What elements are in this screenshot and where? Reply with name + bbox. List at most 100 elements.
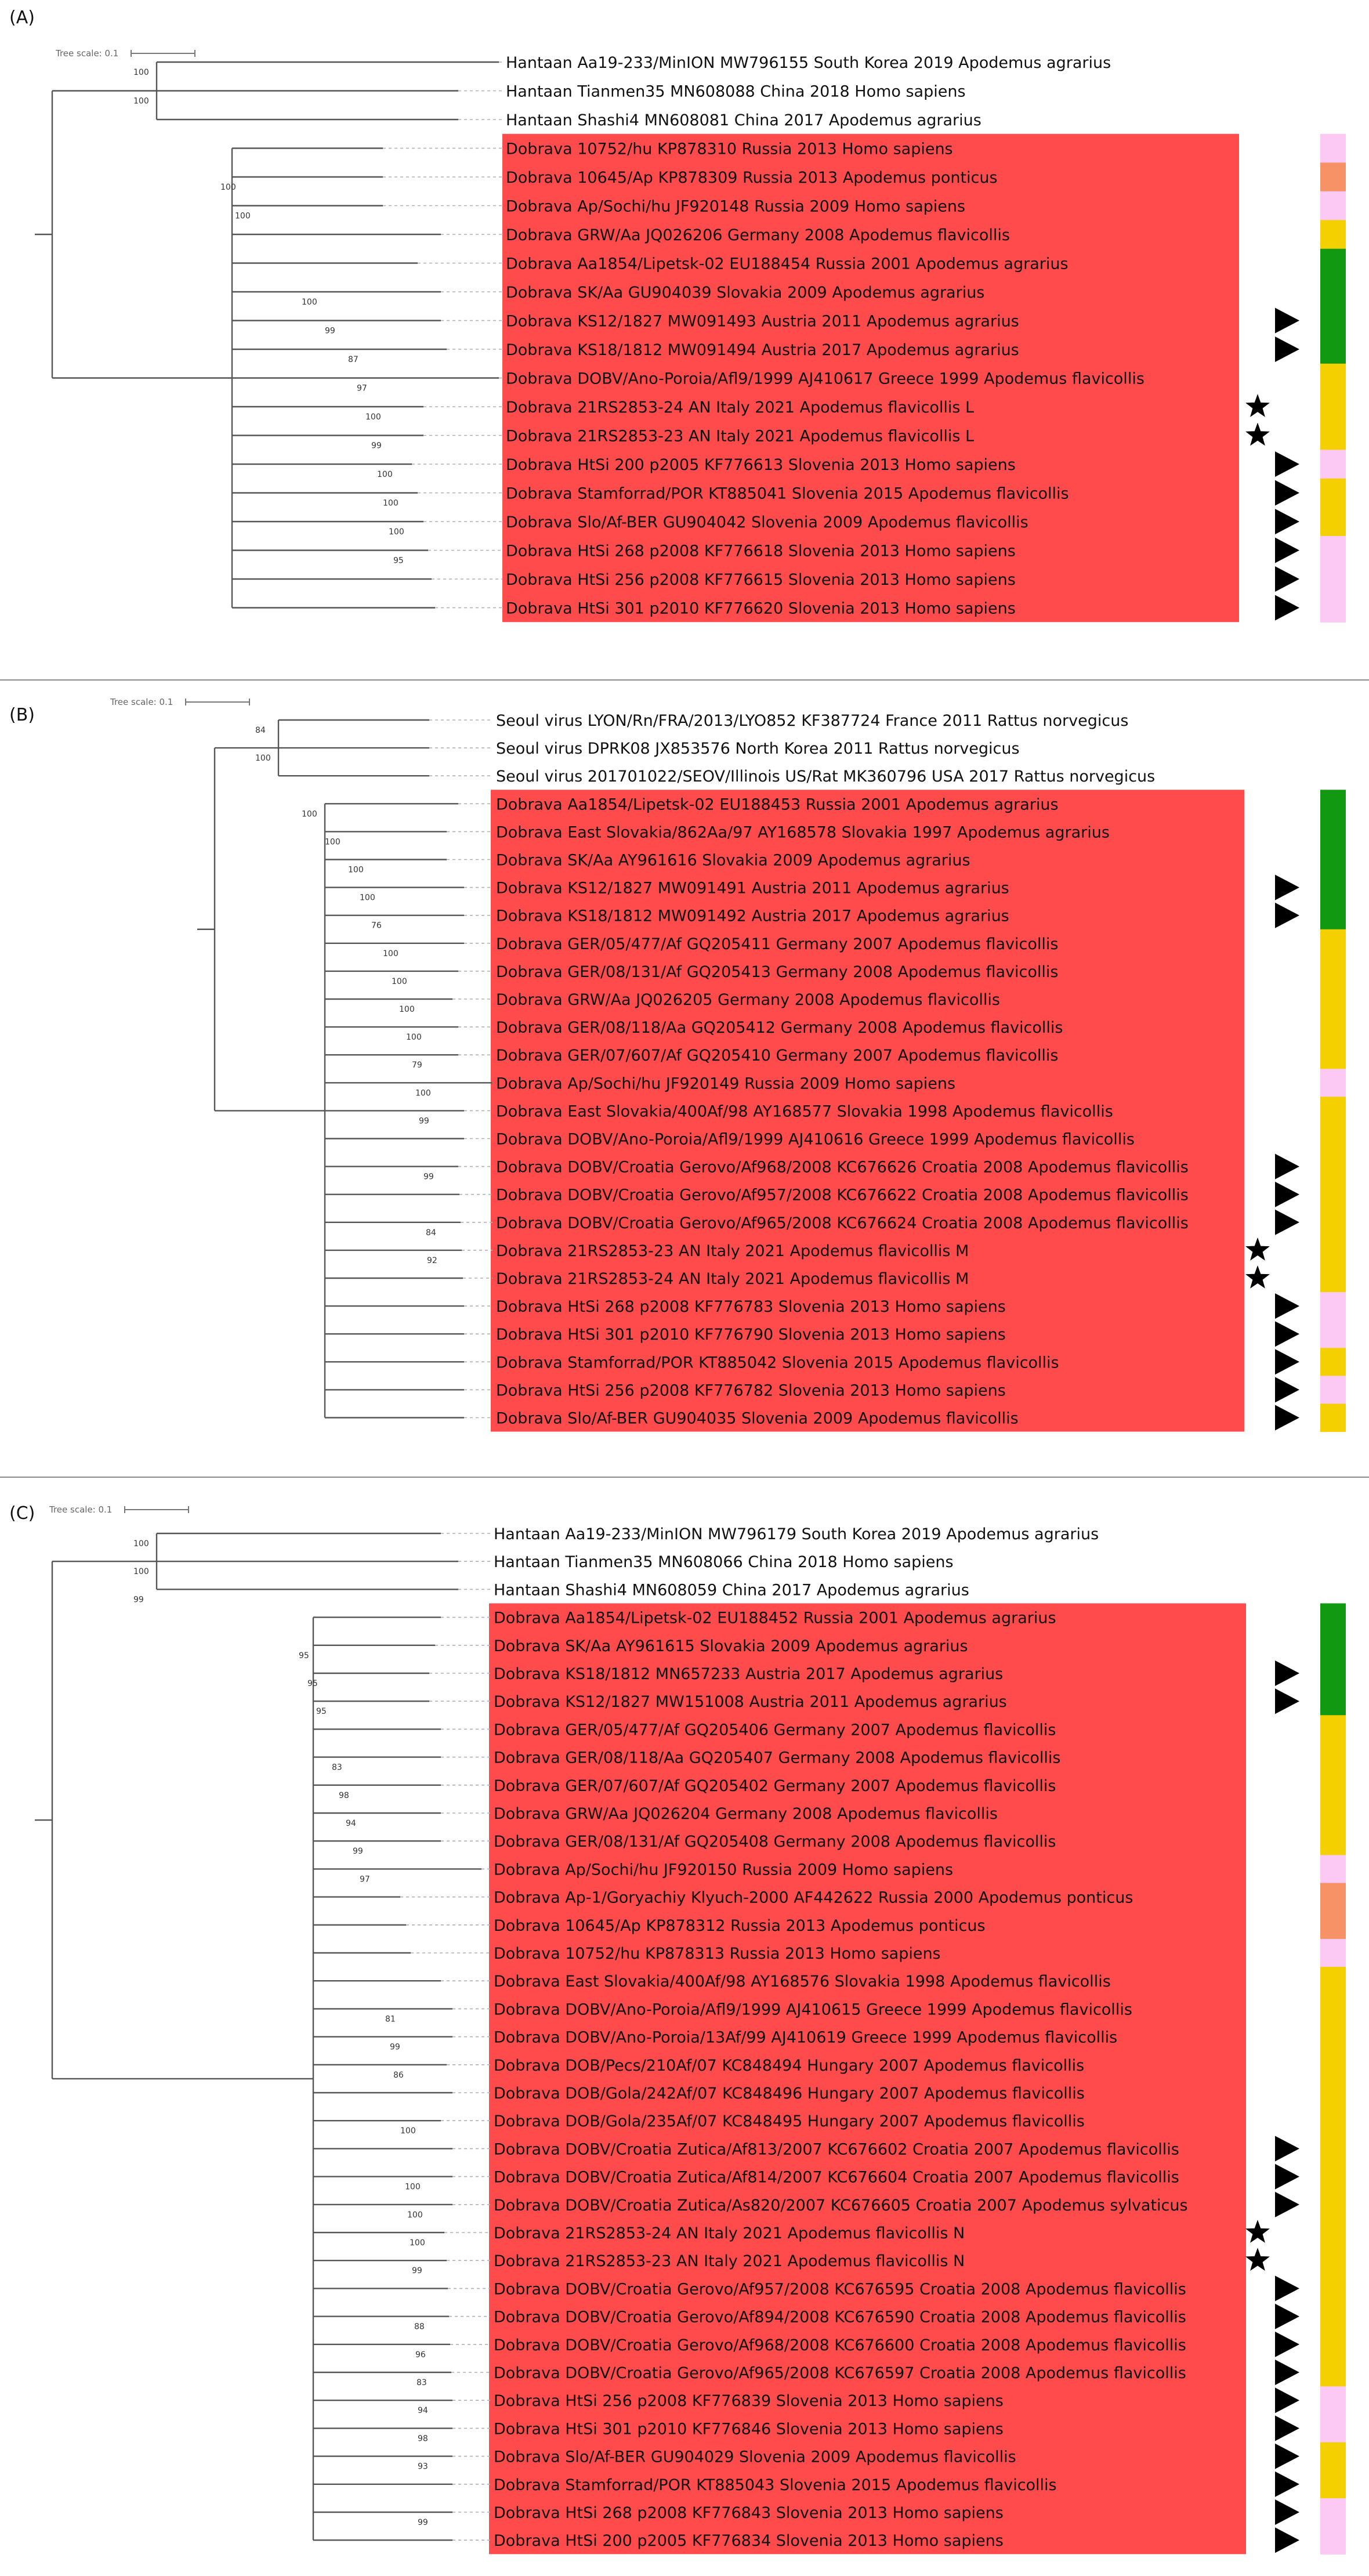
lineage-strip-cell [1320,2442,1346,2471]
bootstrap-value: 100 [133,68,149,77]
lineage-strip-cell [1320,929,1346,958]
triangle-marker [1275,2387,1299,2414]
bootstrap-value: 100 [220,183,236,192]
star-marker [1245,1237,1270,1261]
triangle-marker [1275,1181,1299,1207]
taxon-label: Dobrava HtSi 301 p2010 KF776846 Slovenia… [494,2420,1004,2438]
triangle-marker [1275,537,1299,563]
lineage-strip-cell [1320,2218,1346,2247]
lineage-strip-cell [1320,450,1346,479]
lineage-strip-cell [1320,1013,1346,1041]
taxon-label: Dobrava GER/05/477/Af GQ205411 Germany 2… [496,935,1058,953]
lineage-strip-cell [1320,1097,1346,1126]
taxon-label: Dobrava GRW/Aa JQ026205 Germany 2008 Apo… [496,991,1000,1009]
bootstrap-value: 100 [399,1005,415,1014]
triangle-marker [1275,307,1299,334]
lineage-strip-cell [1320,817,1346,846]
taxon-label: Dobrava GER/08/118/Aa GQ205412 Germany 2… [496,1019,1063,1037]
triangle-marker [1275,2275,1299,2302]
bootstrap-value: 100 [405,2183,421,2192]
lineage-strip-cell [1320,220,1346,249]
taxon-label: Hantaan Shashi4 MN608059 China 2017 Apod… [494,1581,969,1599]
taxon-label: Dobrava GER/08/131/Af GQ205413 Germany 2… [496,963,1058,981]
taxon-label: Dobrava GRW/Aa JQ026204 Germany 2008 Apo… [494,1805,998,1823]
bootstrap-value: 100 [133,1539,149,1549]
triangle-marker [1275,451,1299,477]
lineage-strip-cell [1320,536,1346,565]
taxon-label: Dobrava 21RS2853-24 AN Italy 2021 Apodem… [496,1270,969,1288]
lineage-strip-cell [1320,1069,1346,1097]
lineage-strip-cell [1320,1264,1346,1293]
taxon-label: Dobrava DOBV/Croatia Gerovo/Af968/2008 K… [496,1159,1189,1177]
taxon-label: Dobrava GER/08/131/Af GQ205408 Germany 2… [494,1833,1056,1851]
triangle-marker [1275,2136,1299,2162]
lineage-strip-cell [1320,2134,1346,2163]
triangle-marker [1275,1688,1299,1714]
panel-a: (A) Tree scale: 0.1 Hantaan Aa19-233/MinIO… [9,8,1346,623]
bootstrap-value: 81 [385,2014,396,2024]
bootstrap-value: 100 [389,527,404,537]
bootstrap-value: 100 [406,1033,422,1042]
lineage-strip-cell [1320,2078,1346,2107]
lineage-strip-cell [1320,1403,1346,1432]
taxon-label: Dobrava Aa1854/Lipetsk-02 EU188452 Russi… [494,1609,1056,1627]
triangle-marker [1275,2191,1299,2217]
taxon-label: Dobrava SK/Aa AY961616 Slovakia 2009 Apo… [496,852,970,870]
taxon-label: Dobrava Slo/Af-BER GU904029 Slovenia 200… [494,2448,1016,2466]
taxon-label: Dobrava DOBV/Croatia Zutica/As820/2007 K… [494,2197,1188,2215]
lineage-strip-cell [1320,1236,1346,1265]
star-marker [1245,422,1270,446]
taxon-label: Seoul virus DPRK08 JX853576 North Korea … [496,740,1020,758]
triangle-marker [1275,1405,1299,1431]
lineage-strip-cell [1320,1938,1346,1967]
taxon-label: Dobrava 21RS2853-24 AN Italy 2021 Apodem… [506,399,974,417]
taxon-label: Dobrava DOBV/Ano-Poroia/Afl9/1999 AJ4106… [496,1131,1135,1149]
taxon-label: Dobrava KS12/1827 MW151008 Austria 2011 … [494,1693,1007,1711]
taxon-label: Dobrava DOBV/Ano-Poroia/Afl9/1999 AJ4106… [494,2000,1132,2018]
lineage-strip-cell [1320,1911,1346,1940]
star-marker [1245,2220,1270,2243]
panel-c: (C) Tree scale: 0.1 Hantaan Aa19-233/MinIO… [9,1503,1346,2555]
bootstrap-value: 99 [419,1116,429,1126]
triangle-marker [1275,2303,1299,2329]
taxon-label: Dobrava HtSi 301 p2010 KF776790 Slovenia… [496,1326,1006,1344]
star-marker [1245,2248,1270,2271]
panel-label: (C) [9,1503,35,1524]
triangle-marker [1275,1153,1299,1180]
taxon-label: Dobrava Ap-1/Goryachiy Klyuch-2000 AF442… [494,1889,1133,1907]
bootstrap-value: 100 [348,866,364,875]
lineage-strip-cell [1320,2498,1346,2527]
bootstrap-value: 83 [417,2378,427,2387]
bootstrap-value: 100 [365,413,381,422]
taxon-label: Dobrava DOBV/Croatia Zutica/Af813/2007 K… [494,2140,1179,2158]
taxon-label: Dobrava Ap/Sochi/hu JF920149 Russia 2009… [496,1074,955,1092]
clade-highlight [491,790,1244,1432]
taxon-label: Dobrava GER/08/118/Aa GQ205407 Germany 2… [494,1749,1060,1767]
lineage-strip-cell [1320,1855,1346,1884]
triangle-marker [1275,1660,1299,1686]
taxon-label: Dobrava Slo/Af-BER GU904035 Slovenia 200… [496,1410,1019,1428]
lineage-strip-cell [1320,1376,1346,1405]
taxon-label: Dobrava Aa1854/Lipetsk-02 EU188453 Russi… [496,795,1059,813]
lineage-strip-cell [1320,1631,1346,1660]
lineage-strip-cell [1320,133,1346,163]
lineage-strip-cell [1320,593,1346,623]
lineage-strip-cell [1320,1771,1346,1800]
taxon-label: Dobrava DOBV/Croatia Gerovo/Af965/2008 K… [496,1214,1189,1232]
bootstrap-value: 100 [415,1088,431,1098]
bootstrap-value: 100 [133,1567,149,1576]
taxon-label: Dobrava Ap/Sochi/hu JF920148 Russia 2009… [506,198,965,216]
clade-highlight [502,133,1239,623]
triangle-marker [1275,1377,1299,1403]
taxon-label: Dobrava DOB/Gola/242Af/07 KC848496 Hunga… [494,2085,1085,2103]
bootstrap-value: 100 [255,754,271,763]
triangle-marker [1275,1321,1299,1347]
triangle-marker [1275,2360,1299,2385]
bootstrap-value: 83 [332,1763,342,1772]
taxon-label: Hantaan Tianmen35 MN608066 China 2018 Ho… [494,1553,954,1571]
lineage-strip-cell [1320,1743,1346,1772]
taxon-label: Dobrava KS12/1827 MW091491 Austria 2011 … [496,880,1009,898]
bootstrap-value: 100 [377,470,393,479]
lineage-strip-cell [1320,248,1346,278]
bootstrap-value: 100 [133,97,149,106]
